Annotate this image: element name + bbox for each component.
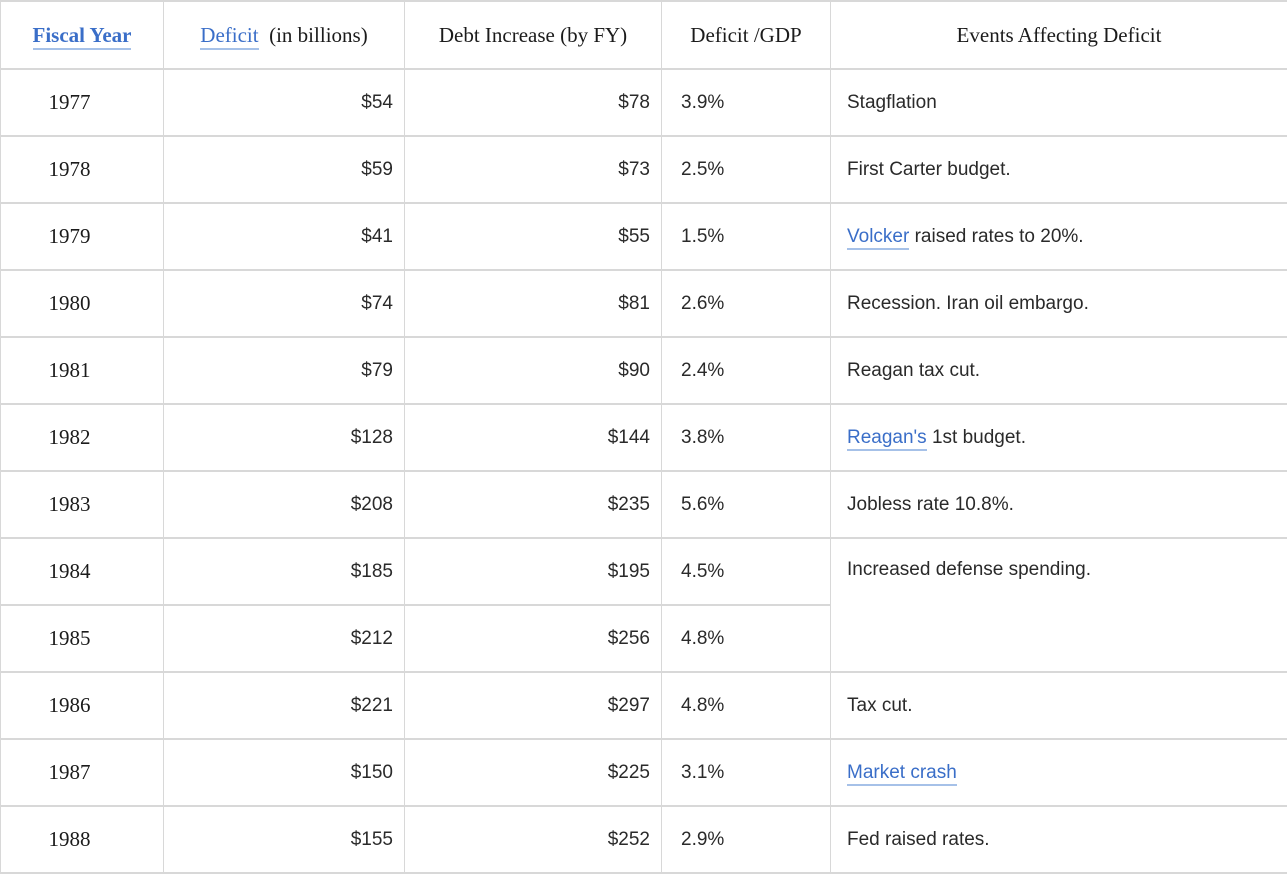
debt-increase-cell: $195 (404, 537, 662, 606)
market-crash-link[interactable]: Market crash (847, 761, 957, 786)
table-body: 1977 $54 $78 3.9% Stagflation 1978 $59 $73 2.5% F… (0, 68, 1287, 874)
debt-increase-cell: $78 (404, 68, 662, 137)
column-header-0: Fiscal Year (0, 0, 164, 70)
event-cell: Reagan's 1st budget. (830, 403, 1287, 472)
table-row: 1981 $79 $90 2.4% Reagan tax cut. (0, 336, 1287, 405)
deficit-gdp-cell: 4.8% (661, 604, 831, 673)
text: Reagan tax cut. (847, 359, 981, 381)
text: Debt Increase (by FY) (438, 22, 628, 47)
debt-increase-cell: $90 (404, 336, 662, 405)
table-row: 1985 $212 $256 4.8% (0, 604, 1287, 673)
event-cell: Stagflation (830, 68, 1287, 137)
deficit-gdp-cell: 3.8% (661, 403, 831, 472)
debt-increase-cell: $55 (404, 202, 662, 271)
debt-increase-cell: $252 (404, 805, 662, 874)
table-row: 1987 $150 $225 3.1% Market crash (0, 738, 1287, 807)
text: raised rates to 20%. (909, 225, 1084, 247)
text: (in billions) (258, 22, 368, 47)
deficit-cell: $54 (163, 68, 405, 137)
fiscal-year-cell: 1986 (0, 671, 164, 740)
deficit-cell: $74 (163, 269, 405, 338)
deficit-gdp-cell: 2.5% (661, 135, 831, 204)
header-row: Fiscal Year Deficit (in billions) Debt Inc… (0, 0, 1287, 70)
table-row: 1977 $54 $78 3.9% Stagflation (0, 68, 1287, 137)
deficit-gdp-cell: 2.4% (661, 336, 831, 405)
table-row: 1986 $221 $297 4.8% Tax cut. (0, 671, 1287, 740)
deficit-gdp-cell: 1.5% (661, 202, 831, 271)
deficit-cell: $155 (163, 805, 405, 874)
fiscal-year-cell: 1977 (0, 68, 164, 137)
deficit-cell: $185 (163, 537, 405, 606)
text: Stagflation (847, 91, 937, 113)
debt-increase-cell: $256 (404, 604, 662, 673)
fiscal-year-link[interactable]: Fiscal Year (32, 22, 132, 50)
table-row: 1988 $155 $252 2.9% Fed raised rates. (0, 805, 1287, 874)
fiscal-year-cell: 1987 (0, 738, 164, 807)
deficit-cell: $41 (163, 202, 405, 271)
fiscal-year-cell: 1982 (0, 403, 164, 472)
deficit-gdp-cell: 4.8% (661, 671, 831, 740)
deficit-cell: $79 (163, 336, 405, 405)
column-header-4: Events Affecting Deficit (830, 0, 1287, 70)
column-header-1: Deficit (in billions) (163, 0, 405, 70)
text: Recession. Iran oil embargo. (847, 292, 1089, 314)
volcker-link[interactable]: Volcker (847, 225, 910, 250)
debt-increase-cell: $235 (404, 470, 662, 539)
fiscal-year-cell: 1983 (0, 470, 164, 539)
table-row: 1983 $208 $235 5.6% Jobless rate 10.8%. (0, 470, 1287, 539)
deficit-link[interactable]: Deficit (200, 22, 259, 50)
event-cell: Tax cut. (830, 671, 1287, 740)
text: Deficit /GDP (690, 22, 802, 47)
fiscal-year-cell: 1984 (0, 537, 164, 606)
text: Jobless rate 10.8%. (847, 493, 1014, 515)
table-row: 1984 $185 $195 4.5% Increased defense spendi… (0, 537, 1287, 673)
column-header-2: Debt Increase (by FY) (404, 0, 662, 70)
debt-increase-cell: $73 (404, 135, 662, 204)
reagans-link[interactable]: Reagan's (847, 426, 927, 451)
event-cell: Market crash (830, 738, 1287, 807)
text: Increased defense spending. (847, 559, 1092, 580)
text: Fed raised rates. (847, 828, 990, 850)
deficit-cell: $221 (163, 671, 405, 740)
text: 1st budget. (926, 426, 1026, 448)
text: Tax cut. (847, 694, 913, 716)
debt-increase-cell: $297 (404, 671, 662, 740)
event-cell: Increased defense spending. (830, 537, 1287, 673)
deficit-gdp-cell: 4.5% (661, 537, 831, 606)
table-row: 1979 $41 $55 1.5% Volcker raised rates to 20… (0, 202, 1287, 271)
fiscal-year-cell: 1978 (0, 135, 164, 204)
debt-increase-cell: $144 (404, 403, 662, 472)
event-cell: Volcker raised rates to 20%. (830, 202, 1287, 271)
column-header-3: Deficit /GDP (661, 0, 831, 70)
event-cell: Reagan tax cut. (830, 336, 1287, 405)
fiscal-year-cell: 1985 (0, 604, 164, 673)
deficit-gdp-cell: 2.6% (661, 269, 831, 338)
event-cell: Jobless rate 10.8%. (830, 470, 1287, 539)
table-row: 1978 $59 $73 2.5% First Carter budget. (0, 135, 1287, 204)
deficit-gdp-cell: 3.1% (661, 738, 831, 807)
deficit-cell: $59 (163, 135, 405, 204)
deficit-cell: $128 (163, 403, 405, 472)
debt-increase-cell: $225 (404, 738, 662, 807)
fiscal-year-cell: 1988 (0, 805, 164, 874)
deficit-gdp-cell: 3.9% (661, 68, 831, 137)
fiscal-year-cell: 1981 (0, 336, 164, 405)
deficit-gdp-cell: 5.6% (661, 470, 831, 539)
text: Events Affecting Deficit (956, 22, 1162, 47)
deficit-cell: $208 (163, 470, 405, 539)
deficit-cell: $150 (163, 738, 405, 807)
debt-increase-cell: $81 (404, 269, 662, 338)
event-cell: Fed raised rates. (830, 805, 1287, 874)
event-cell: First Carter budget. (830, 135, 1287, 204)
deficit-cell: $212 (163, 604, 405, 673)
text: First Carter budget. (847, 158, 1011, 180)
fiscal-year-cell: 1979 (0, 202, 164, 271)
deficit-gdp-cell: 2.9% (661, 805, 831, 874)
event-cell: Recession. Iran oil embargo. (830, 269, 1287, 338)
fiscal-year-cell: 1980 (0, 269, 164, 338)
table-row: 1980 $74 $81 2.6% Recession. Iran oil embarg… (0, 269, 1287, 338)
table-row: 1982 $128 $144 3.8% Reagan's 1st budget. (0, 403, 1287, 472)
